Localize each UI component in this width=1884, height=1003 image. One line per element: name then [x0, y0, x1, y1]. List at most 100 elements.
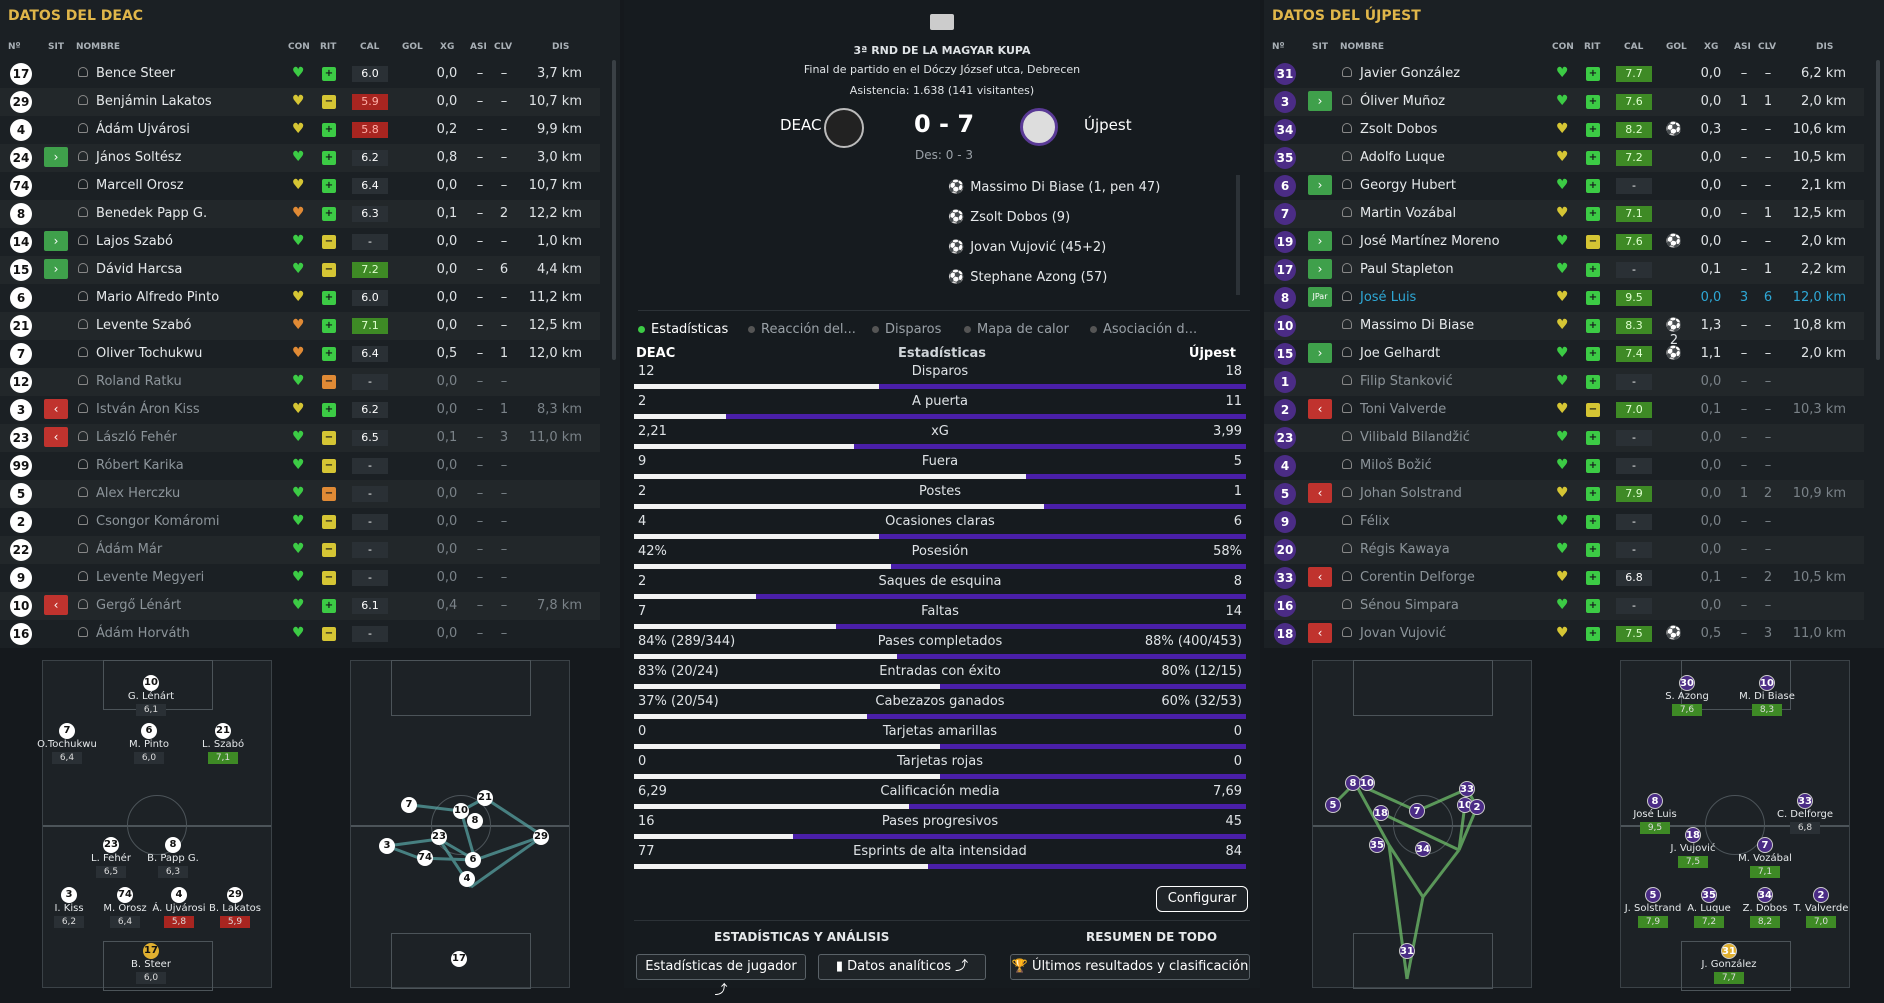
player-dot[interactable]: 21	[215, 723, 231, 739]
player-row[interactable]: 33 ‹ Corentin Delforge ♥ +6.8 0,1 –2 10,5 km	[1264, 564, 1864, 592]
col-header-name[interactable]: NOMBRE	[76, 42, 121, 52]
player-row[interactable]: 20 Régis Kawaya ♥ + - 0,0 – –	[1264, 536, 1864, 564]
player-row[interactable]: 4 Ádám Ujvárosi ♥ +5.8 0,2 – – 9,9 km	[0, 116, 600, 144]
player-row[interactable]: 7 Oliver Tochukwu ♥ +6.4 0,5 –1 12,0 km	[0, 340, 600, 368]
player-dot[interactable]: 74	[417, 850, 433, 866]
player-row[interactable]: 29 Benjámin Lakatos ♥ − 5.9 0,0 – – 10,7 km	[0, 88, 600, 116]
player-name[interactable]: Joe Gelhardt	[1360, 346, 1441, 361]
player-dot[interactable]: 35	[1369, 837, 1385, 853]
player-name[interactable]: Paul Stapleton	[1360, 262, 1454, 277]
scrollbar[interactable]	[1876, 60, 1880, 360]
player-row[interactable]: 31 Javier González ♥ +7.7 0,0 – – 6,2 km	[1264, 60, 1864, 88]
player-dot[interactable]: 3	[379, 838, 395, 854]
player-name[interactable]: Ádám Horváth	[96, 626, 190, 641]
player-row[interactable]: 6 › Georgy Hubert ♥ + - 0,0 – – 2,1 km	[1264, 172, 1864, 200]
player-row[interactable]: 9 Levente Megyeri ♥ − - 0,0 – –	[0, 564, 600, 592]
player-row[interactable]: 17 Bence Steer ♥ +6.0 0,0 – – 3,7 km	[0, 60, 600, 88]
player-name[interactable]: Róbert Karika	[96, 458, 184, 473]
col-header-rit[interactable]: RIT	[1584, 42, 1601, 52]
col-header-xg[interactable]: XG	[440, 42, 455, 52]
player-row[interactable]: 1 Filip Stanković ♥ + - 0,0 – –	[1264, 368, 1864, 396]
player-name[interactable]: Jovan Vujović	[1360, 626, 1447, 641]
player-name[interactable]: Marcell Orosz	[96, 178, 184, 193]
player-row[interactable]: 12 Roland Ratku ♥ − - 0,0 – –	[0, 368, 600, 396]
player-dot[interactable]: 31	[1721, 943, 1737, 959]
player-name[interactable]: José Luis	[1360, 290, 1417, 305]
player-row[interactable]: 3 ‹ István Áron Kiss ♥ +6.2 0,0 –1 8,3 km	[0, 396, 600, 424]
col-header-con[interactable]: CON	[288, 42, 310, 52]
player-dot[interactable]: 17	[143, 943, 159, 959]
player-dot[interactable]: 4	[171, 887, 187, 903]
player-dot[interactable]: 10	[453, 803, 469, 819]
player-row[interactable]: 8 Benedek Papp G. ♥ +6.3 0,1 –2 12,2 km	[0, 200, 600, 228]
player-name[interactable]: István Áron Kiss	[96, 402, 200, 417]
player-dot[interactable]: 7	[1757, 837, 1773, 853]
player-dot[interactable]: 34	[1415, 841, 1431, 857]
col-header-cal[interactable]: CAL	[1624, 42, 1644, 52]
player-name[interactable]: José Martínez Moreno	[1360, 234, 1500, 249]
player-row[interactable]: 74 Marcell Orosz ♥ +6.4 0,0 – – 10,7 km	[0, 172, 600, 200]
deac-crest-icon[interactable]	[824, 108, 864, 148]
col-header-dis[interactable]: DIS	[552, 42, 570, 52]
player-name[interactable]: Oliver Tochukwu	[96, 346, 203, 361]
player-row[interactable]: 17 › Paul Stapleton ♥ + - 0,1 –1 2,2 km	[1264, 256, 1864, 284]
configure-button[interactable]: Configurar	[1156, 886, 1248, 912]
player-dot[interactable]: 29	[533, 829, 549, 845]
player-dot[interactable]: 74	[117, 887, 133, 903]
player-row[interactable]: 16 Ádám Horváth ♥ − - 0,0 – –	[0, 620, 600, 648]
home-team-name[interactable]: DEAC	[780, 116, 822, 134]
player-name[interactable]: Filip Stanković	[1360, 374, 1453, 389]
player-dot[interactable]: 7	[401, 797, 417, 813]
player-name[interactable]: Ádám Ujvárosi	[96, 122, 190, 137]
player-name[interactable]: Bence Steer	[96, 66, 176, 81]
col-header-sit[interactable]: SIT	[1312, 42, 1328, 52]
results-standings-button[interactable]: 🏆 Últimos resultados y clasificación	[1010, 954, 1250, 980]
player-dot[interactable]: 4	[459, 871, 475, 887]
col-header-gol[interactable]: GOL	[1666, 42, 1687, 52]
player-row[interactable]: 9 Félix ♥ + - 0,0 – –	[1264, 508, 1864, 536]
col-header-cal[interactable]: CAL	[360, 42, 380, 52]
player-name[interactable]: László Fehér	[96, 430, 177, 445]
col-header-num[interactable]: Nº	[8, 42, 21, 52]
col-header-con[interactable]: CON	[1552, 42, 1574, 52]
player-name[interactable]: Lajos Szabó	[96, 234, 173, 249]
player-row[interactable]: 23 Vilibald Bilandžić ♥ + - 0,0 – –	[1264, 424, 1864, 452]
player-row[interactable]: 4 Miloš Božić ♥ + - 0,0 – –	[1264, 452, 1864, 480]
player-dot[interactable]: 8	[165, 837, 181, 853]
player-row[interactable]: 34 Zsolt Dobos ♥ +8.2 ⚽ 0,3 – – 10,6 km	[1264, 116, 1864, 144]
player-row[interactable]: 10 Massimo Di Biase ♥ +8.3 ⚽2 1,3 – – 10,8 km	[1264, 312, 1864, 348]
player-dot[interactable]: 5	[1325, 797, 1341, 813]
player-name[interactable]: János Soltész	[96, 150, 182, 165]
player-row[interactable]: 2 Csongor Komáromi ♥ − - 0,0 – –	[0, 508, 600, 536]
col-header-rit[interactable]: RIT	[320, 42, 337, 52]
player-row[interactable]: 15 › Dávid Harcsa ♥ − 7.2 0,0 –6 4,4 km	[0, 256, 600, 284]
player-row[interactable]: 19 › José Martínez Moreno ♥ − 7.6 ⚽ 0,0 – – 2,0 km	[1264, 228, 1864, 256]
tab-estadisticas[interactable]: Estadísticas	[638, 322, 728, 337]
player-dot[interactable]: 17	[451, 951, 467, 967]
col-header-gol[interactable]: GOL	[402, 42, 423, 52]
col-header-xg[interactable]: XG	[1704, 42, 1719, 52]
player-name[interactable]: Johan Solstrand	[1360, 486, 1462, 501]
player-row[interactable]: 21 Levente Szabó ♥ +7.1 0,0 – – 12,5 km	[0, 312, 600, 340]
col-header-asi[interactable]: ASI	[1734, 42, 1751, 52]
player-dot[interactable]: 7	[59, 723, 75, 739]
tab-mapa-de-calor[interactable]: Mapa de calor	[964, 322, 1069, 337]
player-row[interactable]: 5 ‹ Johan Solstrand ♥ +7.9 0,0 1 2 10,9 km	[1264, 480, 1864, 508]
player-row[interactable]: 35 Adolfo Luque ♥ +7.2 0,0 – – 10,5 km	[1264, 144, 1864, 172]
player-name[interactable]: Roland Ratku	[96, 374, 182, 389]
scrollbar[interactable]	[612, 60, 616, 360]
col-header-clv[interactable]: CLV	[494, 42, 513, 52]
player-dot[interactable]: 6	[141, 723, 157, 739]
player-row[interactable]: 10 ‹ Gergő Lénárt ♥ +6.1 0,4 – – 7,8 km	[0, 592, 600, 620]
player-dot[interactable]: 33	[1459, 781, 1475, 797]
player-dot[interactable]: 29	[227, 887, 243, 903]
player-name[interactable]: Javier González	[1360, 66, 1461, 81]
player-row[interactable]: 22 Ádám Már ♥ − - 0,0 – –	[0, 536, 600, 564]
player-name[interactable]: Levente Szabó	[96, 318, 192, 333]
player-dot[interactable]: 10	[1759, 675, 1775, 691]
player-row[interactable]: 99 Róbert Karika ♥ − - 0,0 – –	[0, 452, 600, 480]
player-dot[interactable]: 30	[1679, 675, 1695, 691]
col-header-name[interactable]: NOMBRE	[1340, 42, 1385, 52]
player-name[interactable]: Martin Vozábal	[1360, 206, 1457, 221]
player-dot[interactable]: 34	[1757, 887, 1773, 903]
